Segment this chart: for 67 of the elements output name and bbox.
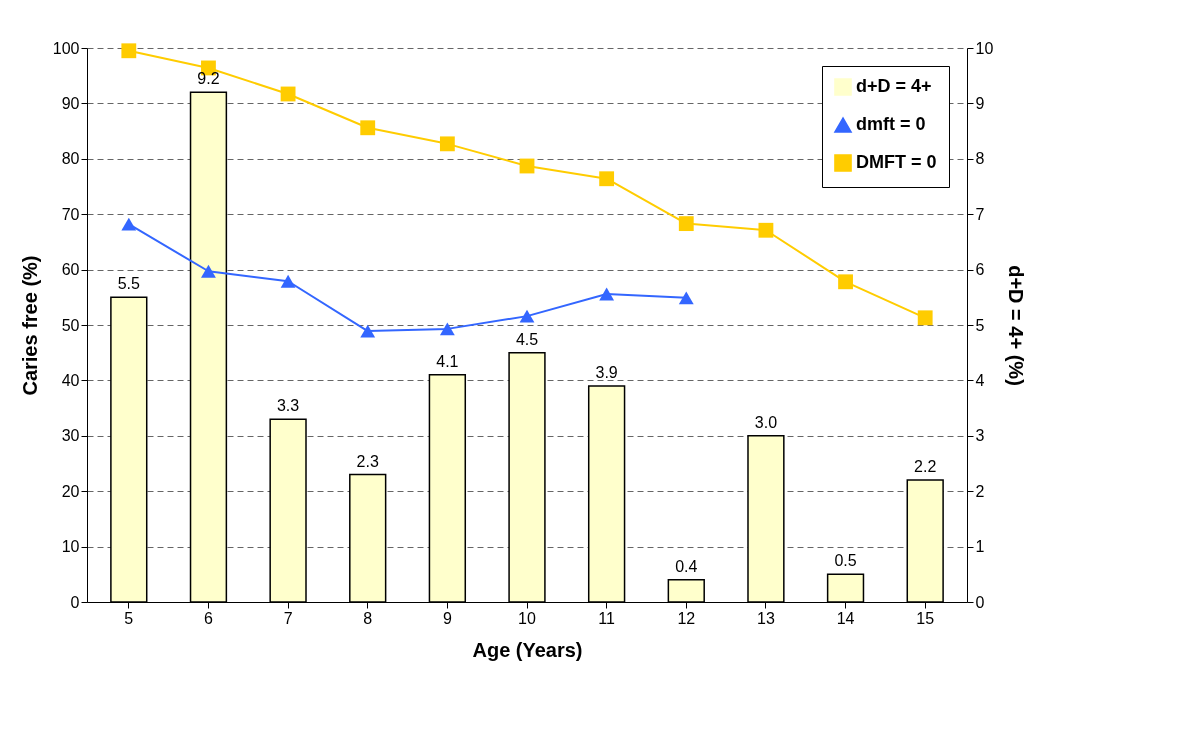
y2-tick-label: 2 [975, 482, 985, 500]
point [678, 216, 694, 232]
point [599, 171, 615, 187]
y-tick-label: 50 [61, 316, 80, 334]
y2-tick-label: 3 [975, 427, 985, 445]
point [599, 287, 615, 301]
data-label: 3.9 [595, 363, 618, 381]
point [519, 309, 535, 323]
y2-tick-label: 8 [975, 150, 985, 168]
point [439, 136, 455, 152]
point [678, 291, 694, 305]
y-tick-label: 40 [61, 371, 80, 389]
point [360, 324, 376, 338]
x-tick-label: 9 [442, 609, 452, 627]
x-tick-label: 12 [677, 609, 696, 627]
x-tick-label: 14 [836, 609, 855, 627]
y-tick-label: 30 [61, 427, 80, 445]
point [280, 274, 296, 288]
x-tick-label: 10 [518, 609, 536, 627]
y2-tick-label: 10 [975, 39, 994, 57]
y-tick-label: 0 [70, 593, 80, 611]
x-tick-label: 8 [363, 609, 373, 627]
x-tick-label: 13 [757, 609, 775, 627]
legend-label: DMFT = 0 [856, 152, 937, 172]
y2-tick-label: 0 [975, 593, 985, 611]
legend-label: dmft = 0 [856, 114, 926, 134]
point [838, 274, 853, 290]
data-label: 2.3 [356, 452, 379, 470]
data-label: 0.5 [834, 552, 857, 570]
y-tick-label: 70 [61, 205, 80, 223]
x-axis-title: Age (Years) [472, 638, 583, 661]
y-tick-label: 10 [61, 538, 80, 556]
y2-tick-label: 1 [975, 538, 985, 556]
data-label: 3.0 [754, 413, 778, 431]
y-axis-title: Caries free (%) [18, 255, 41, 396]
y2-tick-label: 7 [975, 205, 985, 223]
point [360, 120, 376, 136]
x-tick-label: 6 [203, 609, 213, 627]
y-tick-label: 90 [61, 94, 80, 112]
point [121, 217, 137, 231]
point [201, 264, 216, 278]
data-label: 2.2 [914, 458, 937, 476]
data-label: 4.5 [515, 330, 539, 348]
y2-axis-title: d+D = 4+ (%) [1005, 265, 1028, 386]
point [758, 222, 774, 238]
point [439, 322, 455, 336]
y-tick-label: 60 [61, 261, 80, 279]
y2-tick-label: 6 [975, 261, 985, 279]
data-label: 4.1 [436, 352, 459, 370]
y-tick-label: 100 [52, 39, 80, 57]
data-label: 3.3 [276, 397, 300, 415]
x-tick-label: 5 [124, 609, 134, 627]
point [280, 86, 296, 102]
x-tick-label: 11 [598, 609, 616, 627]
x-tick-label: 7 [283, 609, 293, 627]
data-label: 0.4 [675, 557, 698, 575]
y2-tick-label: 9 [975, 94, 985, 112]
y-tick-label: 80 [61, 150, 80, 168]
data-label: 9.2 [197, 70, 220, 88]
y2-tick-label: 4 [975, 371, 985, 389]
point [121, 43, 137, 59]
y-tick-label: 20 [61, 482, 80, 500]
x-tick-label: 15 [916, 609, 935, 627]
data-label: 5.5 [117, 275, 141, 293]
legend-label: d+D = 4+ [856, 76, 932, 96]
y2-tick-label: 5 [975, 316, 985, 334]
point [917, 310, 933, 326]
